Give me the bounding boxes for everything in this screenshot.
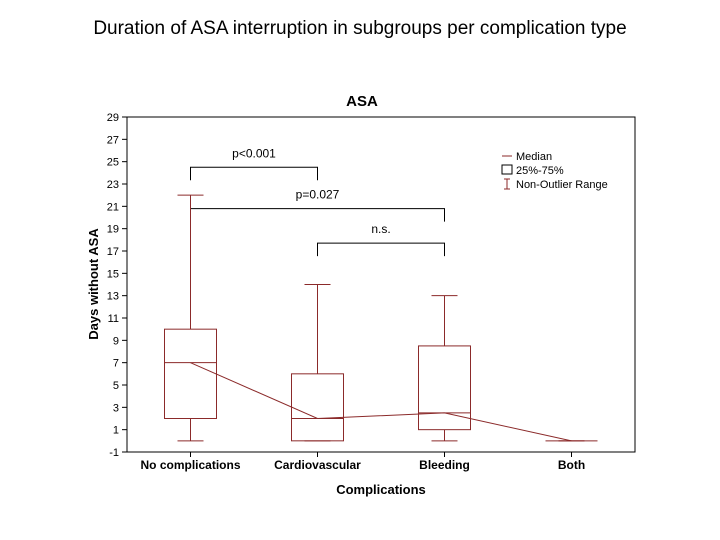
- y-tick-label: 15: [107, 268, 119, 280]
- bracket-label: n.s.: [371, 222, 390, 236]
- bracket-label: p<0.001: [232, 146, 276, 160]
- significance-bracket: p<0.001: [190, 146, 318, 181]
- y-tick-label: 25: [107, 157, 119, 169]
- plot-frame: [126, 116, 636, 453]
- iqr-box: [164, 328, 217, 419]
- y-tick-label: 21: [107, 201, 119, 213]
- chart-title: ASA: [346, 93, 378, 110]
- x-tick-label: Cardiovascular: [274, 458, 361, 472]
- box-bleeding: [418, 295, 471, 442]
- bracket-line: [190, 166, 318, 181]
- x-axis: No complications Cardiovascular Bleeding Bo…: [140, 452, 585, 472]
- legend-label: 25%-75%: [516, 165, 564, 177]
- y-tick-label: 19: [107, 224, 119, 236]
- y-tick-label: 7: [113, 358, 119, 370]
- iqr-box: [418, 345, 471, 431]
- y-tick-label: 27: [107, 134, 119, 146]
- bracket-line: [317, 242, 445, 257]
- bracket-label: p=0.027: [296, 188, 340, 202]
- box-series: [164, 194, 598, 442]
- significance-bracket: n.s.: [317, 222, 445, 257]
- y-axis-label: Days without ASA: [86, 228, 101, 340]
- significance-bracket: p=0.027: [190, 188, 445, 222]
- legend-box-swatch: [501, 164, 513, 175]
- significance-annotations: p<0.001 p=0.027 n.s.: [190, 146, 445, 257]
- bracket-line: [190, 208, 445, 222]
- y-tick-label: 11: [108, 313, 119, 325]
- x-tick-label: No complications: [140, 458, 240, 472]
- legend-label: Non-Outlier Range: [516, 179, 608, 191]
- x-tick-label: Bleeding: [419, 458, 470, 472]
- y-tick-label: 13: [107, 291, 119, 303]
- y-tick-label: 17: [107, 246, 119, 258]
- y-tick-label: 3: [113, 402, 119, 414]
- y-tick-label: 1: [113, 425, 119, 437]
- legend-range-swatch: [504, 178, 510, 190]
- slide-title: Duration of ASA interruption in subgroup…: [93, 18, 627, 39]
- y-tick-label: -1: [109, 447, 119, 459]
- y-tick-label: 23: [107, 179, 119, 191]
- y-tick-label: 5: [113, 380, 119, 392]
- legend-label: Median: [516, 151, 552, 163]
- box-no-complications: [164, 194, 217, 442]
- y-tick-label: 9: [113, 335, 119, 347]
- legend: Median 25%-75% Non-Outlier Range: [501, 151, 608, 191]
- x-tick-label: Both: [558, 458, 585, 472]
- median-connector-line: [190, 362, 572, 442]
- x-axis-label: Complications: [336, 482, 426, 497]
- y-tick-label: 29: [107, 112, 119, 124]
- iqr-box: [291, 373, 344, 442]
